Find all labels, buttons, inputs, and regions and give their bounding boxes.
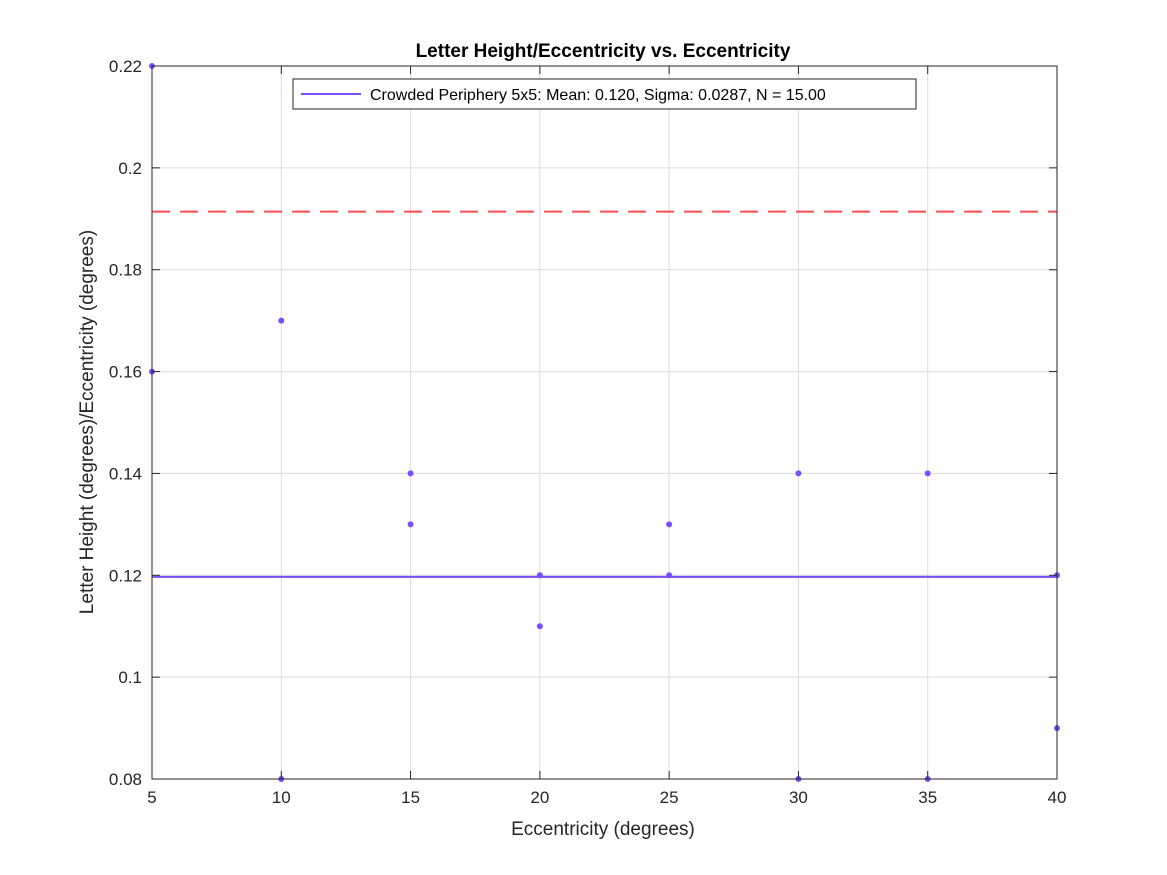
x-axis-label: Eccentricity (degrees) bbox=[511, 819, 695, 840]
y-axis-ticks: 0.08 0.1 0.12 0.14 0.16 0.18 0.2 0.22 bbox=[109, 57, 1057, 789]
x-tick-label: 35 bbox=[918, 788, 937, 807]
x-axis-ticks: 5 10 15 20 25 30 35 40 bbox=[147, 66, 1066, 807]
y-tick-label: 0.14 bbox=[109, 464, 142, 483]
x-tick-label: 10 bbox=[272, 788, 291, 807]
y-tick-label: 0.08 bbox=[109, 770, 142, 789]
reference-lines bbox=[152, 210, 1057, 578]
y-tick-label: 0.18 bbox=[109, 261, 142, 280]
x-tick-label: 5 bbox=[147, 788, 156, 807]
data-point bbox=[795, 470, 802, 477]
legend-entry: Crowded Periphery 5x5: Mean: 0.120, Sigm… bbox=[370, 87, 826, 104]
data-point bbox=[407, 521, 414, 528]
y-tick-label: 0.1 bbox=[118, 668, 142, 687]
legend-box bbox=[292, 78, 917, 110]
chart-title: Letter Height/Eccentricity vs. Eccentric… bbox=[416, 41, 791, 62]
data-point bbox=[666, 572, 673, 579]
x-tick-label: 40 bbox=[1048, 788, 1067, 807]
x-tick-label: 20 bbox=[530, 788, 549, 807]
data-point bbox=[536, 623, 543, 630]
y-axis-label: Letter Height (degrees)/Eccentricity (de… bbox=[77, 230, 98, 614]
data-point bbox=[666, 521, 673, 528]
y-tick-label: 0.2 bbox=[118, 159, 142, 178]
data-point bbox=[278, 317, 285, 324]
legend: Crowded Periphery 5x5: Mean: 0.120, Sigm… bbox=[292, 78, 917, 110]
data-point bbox=[924, 470, 931, 477]
plot-area bbox=[152, 66, 1057, 779]
y-tick-label: 0.16 bbox=[109, 363, 142, 382]
plot-frame bbox=[151, 65, 1058, 780]
data-point bbox=[407, 470, 414, 477]
data-point bbox=[536, 572, 543, 579]
x-tick-label: 15 bbox=[401, 788, 420, 807]
data-points bbox=[149, 63, 1060, 782]
x-tick-label: 25 bbox=[660, 788, 679, 807]
y-tick-label: 0.22 bbox=[109, 57, 142, 76]
x-tick-label: 30 bbox=[789, 788, 808, 807]
y-tick-label: 0.12 bbox=[109, 566, 142, 585]
